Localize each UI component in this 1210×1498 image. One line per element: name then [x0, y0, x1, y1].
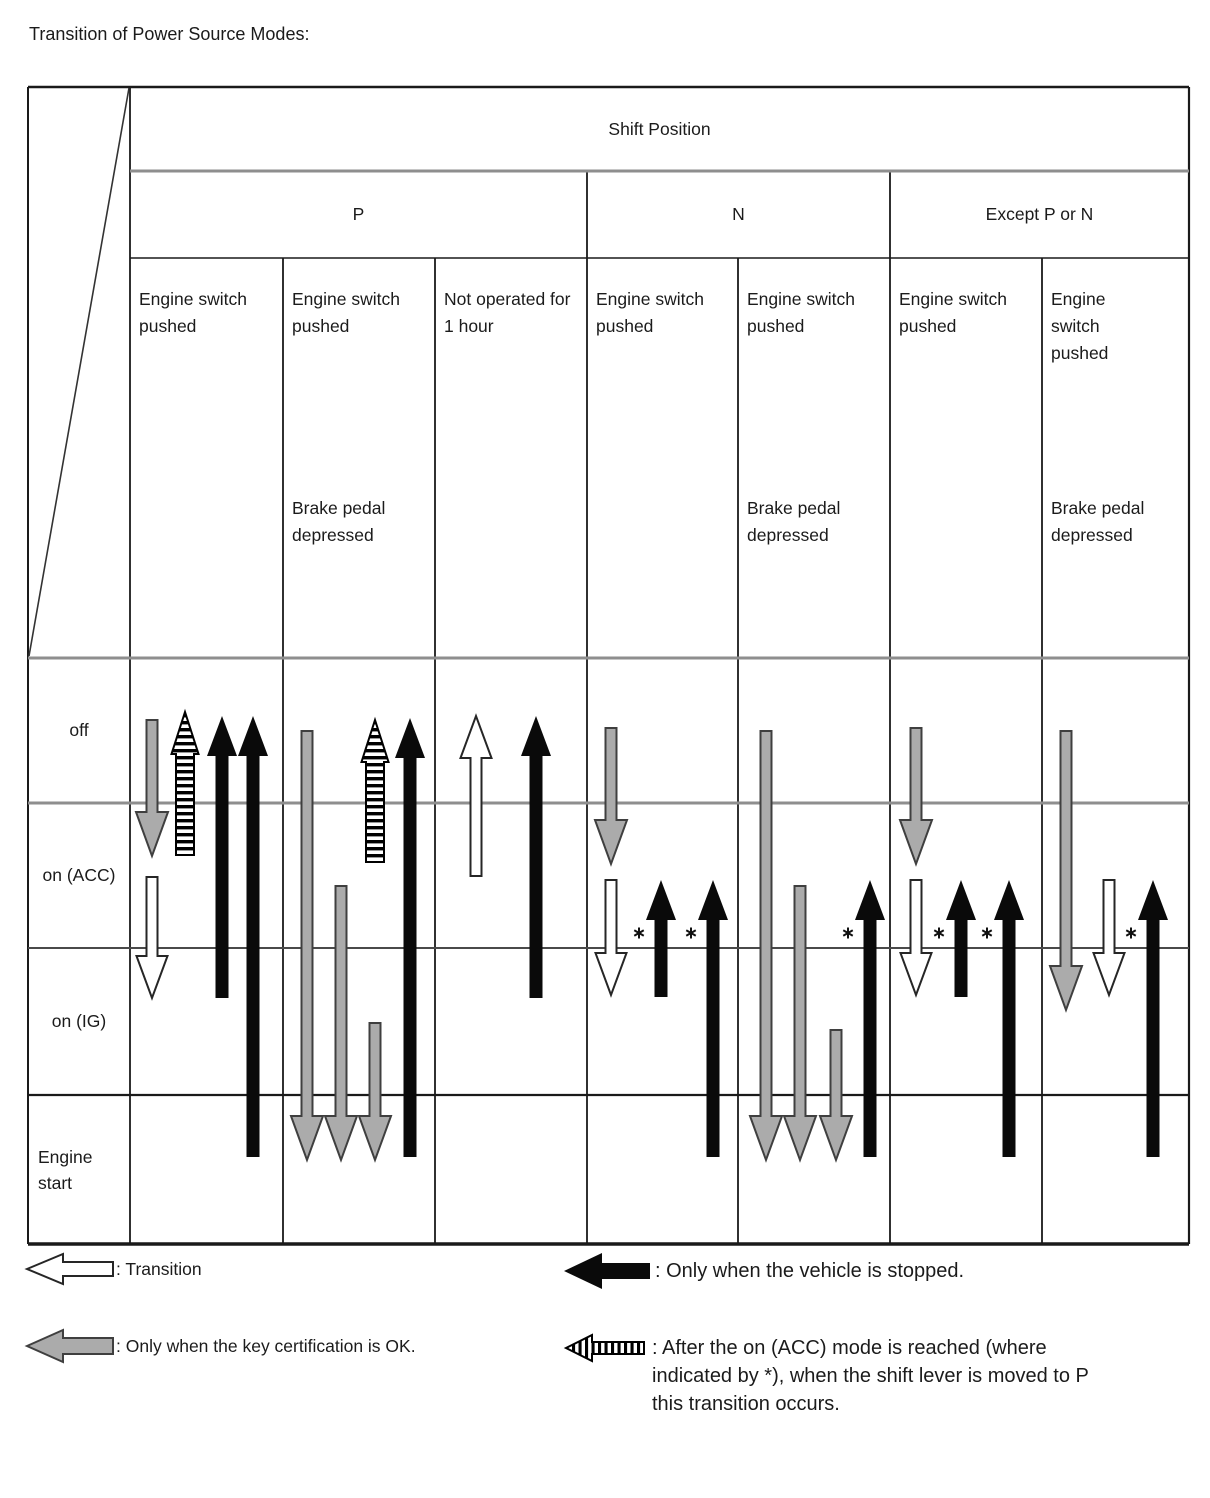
arrow-black-up-col1	[238, 716, 268, 1157]
mode-label-on-ig: on (IG)	[51, 1011, 107, 1031]
arrow-white-down-col7	[1092, 879, 1126, 998]
condition-cell-6-primary: Engine switch pushed	[899, 289, 1007, 336]
arrow-white-down-col6	[899, 879, 933, 998]
asterisk-stroke	[1125, 929, 1137, 937]
condition-cell-5-secondary: Brake pedal depressed	[747, 498, 841, 545]
arrow-black-up-col7	[1138, 880, 1168, 1157]
condition-cell-4-primary: Engine switch pushed	[596, 289, 704, 336]
asterisk-marker	[1125, 927, 1137, 939]
legend-arrow-gray	[24, 1328, 114, 1364]
section-header-except-p-or-n: Except P or N	[985, 204, 1094, 224]
arrow-white-down-col1	[135, 876, 169, 1001]
arrow-black-up-col6	[994, 880, 1024, 1157]
legend-label-acc-shift-lever: : After the on (ACC) mode is reached (wh…	[652, 1337, 1089, 1415]
arrow-black-up-col2	[395, 718, 425, 1157]
arrow-striped-up-col2	[360, 716, 390, 863]
page-title: Transition of Power Source Modes:	[29, 24, 310, 44]
asterisk-marker	[842, 927, 854, 939]
arrow-striped-up-col1	[170, 708, 200, 856]
legend-label-key-certification: : Only when the key certification is OK.	[116, 1335, 416, 1356]
condition-cell-1-primary: Engine switch pushed	[139, 289, 247, 336]
arrow-black-up-col4	[646, 880, 676, 997]
arrow-white-up-col3	[459, 713, 493, 877]
shift-position-header: Shift Position	[608, 118, 711, 139]
asterisk-stroke	[685, 929, 697, 937]
arrow-gray-down-col1	[134, 719, 170, 859]
arrow-black-up-col1	[207, 716, 237, 998]
legend-arrow-striped	[563, 1333, 645, 1363]
condition-cell-3-primary: Not operated for 1 hour	[444, 289, 571, 336]
asterisk-marker	[981, 927, 993, 939]
arrow-black-up-col5	[855, 880, 885, 1157]
arrow-black-up-col4	[698, 880, 728, 1157]
mode-label-on-acc: on (ACC)	[42, 865, 116, 885]
arrow-gray-down-col2	[289, 730, 325, 1163]
legend-arrows	[24, 1252, 650, 1364]
corner-diagonal	[28, 87, 130, 657]
legend-label-vehicle-stopped: : Only when the vehicle is stopped.	[655, 1259, 965, 1282]
condition-cell-7-secondary: Brake pedal depressed	[1051, 498, 1145, 545]
legend-arrow-white	[24, 1252, 114, 1286]
arrow-gray-down-col4	[593, 727, 629, 867]
asterisk-stroke	[633, 929, 645, 937]
section-header-n: N	[732, 204, 745, 224]
transition-arrows	[134, 708, 1168, 1163]
asterisk-marker	[633, 927, 645, 939]
condition-cell-2-primary: Engine switch pushed	[292, 289, 400, 336]
asterisk-marker	[933, 927, 945, 939]
asterisk-stroke	[842, 929, 854, 937]
condition-cell-7-primary: Engine switch pushed	[1051, 289, 1109, 363]
mode-label-engine-start-text: Engine start	[38, 1146, 93, 1193]
asterisk-stroke	[933, 929, 945, 937]
arrow-gray-down-col2	[357, 1022, 393, 1163]
arrow-black-up-col3	[521, 716, 551, 998]
arrow-gray-down-col5	[748, 730, 784, 1163]
legend-label-transition: : Transition	[116, 1258, 202, 1279]
asterisk-marker	[685, 927, 697, 939]
arrow-gray-down-col6	[898, 727, 934, 867]
arrow-gray-down-col5	[782, 885, 818, 1163]
arrow-black-up-col6	[946, 880, 976, 997]
arrow-gray-down-col2	[323, 885, 359, 1163]
mode-label-off: off	[69, 720, 89, 740]
condition-cell-2-secondary: Brake pedal depressed	[292, 498, 386, 545]
mode-label-engine-start: Engine start	[28, 1095, 130, 1244]
asterisk-stroke	[981, 929, 993, 937]
arrow-gray-down-col7	[1048, 730, 1084, 1013]
table-grid-lines	[27, 85, 1191, 1246]
legend-arrow-black	[564, 1253, 650, 1289]
condition-cell-5-primary: Engine switch pushed	[747, 289, 855, 336]
arrow-gray-down-col5	[818, 1029, 854, 1163]
arrow-white-down-col4	[594, 879, 628, 998]
section-header-p: P	[352, 204, 365, 224]
